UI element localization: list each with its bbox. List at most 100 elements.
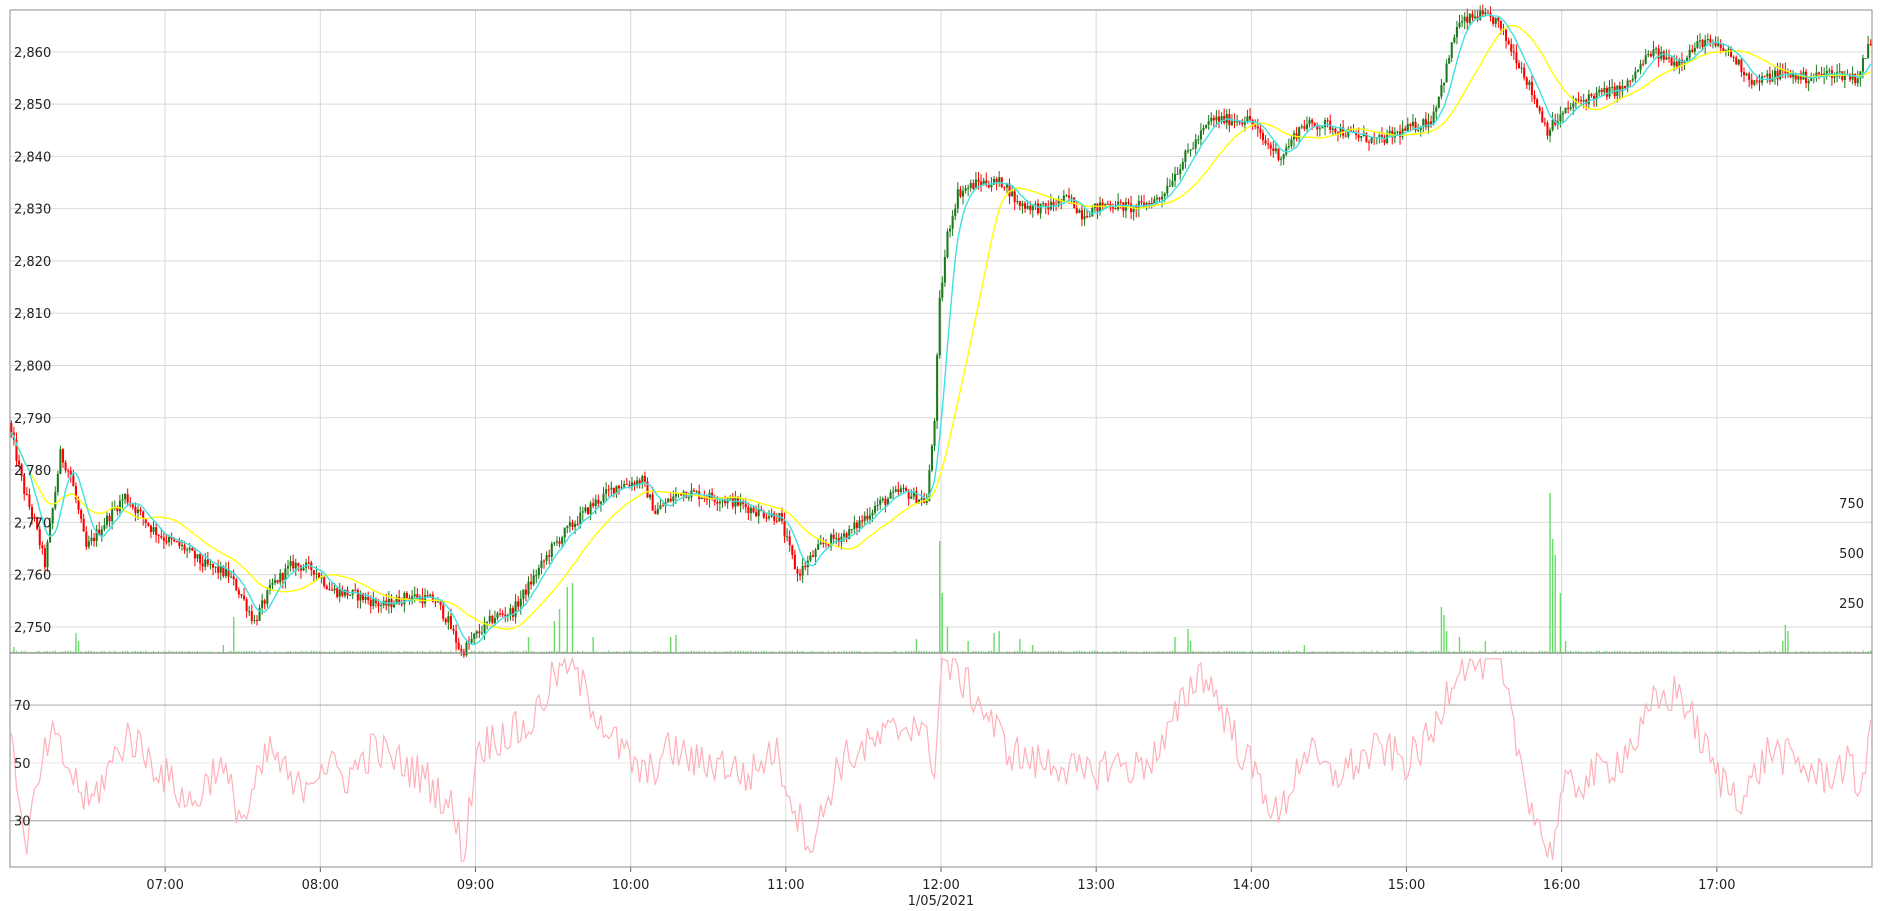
candle-body <box>449 616 452 629</box>
candle-body <box>527 581 530 595</box>
candle-body <box>1587 94 1590 105</box>
candle-body <box>915 491 918 503</box>
candle-body <box>56 474 59 493</box>
candle-body <box>1776 70 1779 80</box>
candle-body <box>1722 48 1725 52</box>
candle-body <box>1210 117 1213 122</box>
candle-body <box>165 540 168 543</box>
candle-body <box>1448 57 1451 64</box>
candle-body <box>661 505 665 507</box>
candle-body <box>1768 73 1771 82</box>
candle-body <box>436 601 440 603</box>
candle-body <box>134 507 137 514</box>
candle-body <box>1380 135 1383 138</box>
candle-body <box>1285 147 1288 155</box>
candle-body <box>284 568 287 581</box>
candle-body <box>1282 154 1285 159</box>
candle-body <box>1856 78 1859 84</box>
candle-body <box>654 510 657 514</box>
candle-body <box>98 529 101 535</box>
candle-body <box>90 537 93 542</box>
candle-body <box>1771 78 1774 82</box>
candle-body <box>1479 10 1482 20</box>
candle-body <box>1419 126 1422 131</box>
candle-body <box>276 580 279 583</box>
candle-body <box>1127 202 1130 204</box>
candle-body <box>1797 73 1800 80</box>
candle-body <box>832 534 835 539</box>
candle-body <box>786 536 789 538</box>
candle-body <box>38 529 41 546</box>
candle-body <box>607 489 610 491</box>
candle-body <box>289 561 292 566</box>
candle-body <box>537 567 540 576</box>
candle-body <box>312 570 315 575</box>
candle-body <box>625 483 628 485</box>
candle-body <box>1453 37 1456 43</box>
candle-body <box>1011 191 1014 197</box>
candle-body <box>1396 131 1399 133</box>
candle-body <box>20 464 23 477</box>
candle-body <box>136 509 140 514</box>
candle-body <box>1789 71 1792 78</box>
candle-body <box>1595 92 1598 100</box>
candle-body <box>1024 203 1027 209</box>
candle-body <box>1135 206 1138 210</box>
candle-body <box>1675 61 1678 67</box>
candle-body <box>643 476 646 482</box>
candle-body <box>486 621 489 623</box>
candle-body <box>1003 187 1006 189</box>
candle-body <box>395 596 398 605</box>
candle-body <box>82 518 85 532</box>
candle-body <box>330 589 334 591</box>
candle-body <box>1476 16 1479 20</box>
candle-body <box>36 518 39 530</box>
candle-body <box>1717 43 1720 46</box>
candle-body <box>579 512 582 525</box>
candle-body <box>1034 203 1037 205</box>
candle-body <box>1052 201 1055 206</box>
candle-body <box>1794 73 1797 80</box>
candle-body <box>941 282 944 298</box>
candle-body <box>845 533 848 539</box>
candle-body <box>28 494 31 507</box>
candle-body <box>584 507 587 512</box>
candle-body <box>1512 51 1515 53</box>
candle-body <box>762 511 765 518</box>
x-tick-label: 09:00 <box>457 878 494 893</box>
candle-body <box>793 554 796 569</box>
candle-body <box>886 498 890 505</box>
candle-body <box>219 566 222 573</box>
candle-body <box>669 498 672 502</box>
candle-body <box>328 588 331 590</box>
candle-body <box>721 500 724 502</box>
candle-body <box>620 487 623 489</box>
candle-body <box>659 505 662 509</box>
candle-body <box>1807 81 1810 84</box>
candle-body <box>398 596 401 604</box>
candle-body <box>1264 140 1267 144</box>
candle-body <box>1303 126 1306 129</box>
candle-body <box>292 561 295 569</box>
candle-body <box>899 488 902 492</box>
candle-body <box>809 555 812 561</box>
candle-body <box>1181 161 1184 170</box>
candle-body <box>990 184 993 188</box>
candle-body <box>168 536 171 543</box>
candle-body <box>884 498 887 505</box>
candle-body <box>1277 148 1280 160</box>
candle-body <box>863 516 866 521</box>
candle-body <box>638 480 641 484</box>
candle-body <box>1481 10 1484 15</box>
candle-body <box>617 485 621 489</box>
candle-body <box>612 487 615 494</box>
candle-body <box>1698 40 1702 42</box>
candle-body <box>1592 96 1596 100</box>
candle-body <box>243 595 246 600</box>
candle-body <box>651 494 654 511</box>
candle-body <box>1623 85 1627 89</box>
candle-body <box>105 515 109 526</box>
candle-body <box>1673 61 1676 66</box>
candle-body <box>1186 150 1190 152</box>
